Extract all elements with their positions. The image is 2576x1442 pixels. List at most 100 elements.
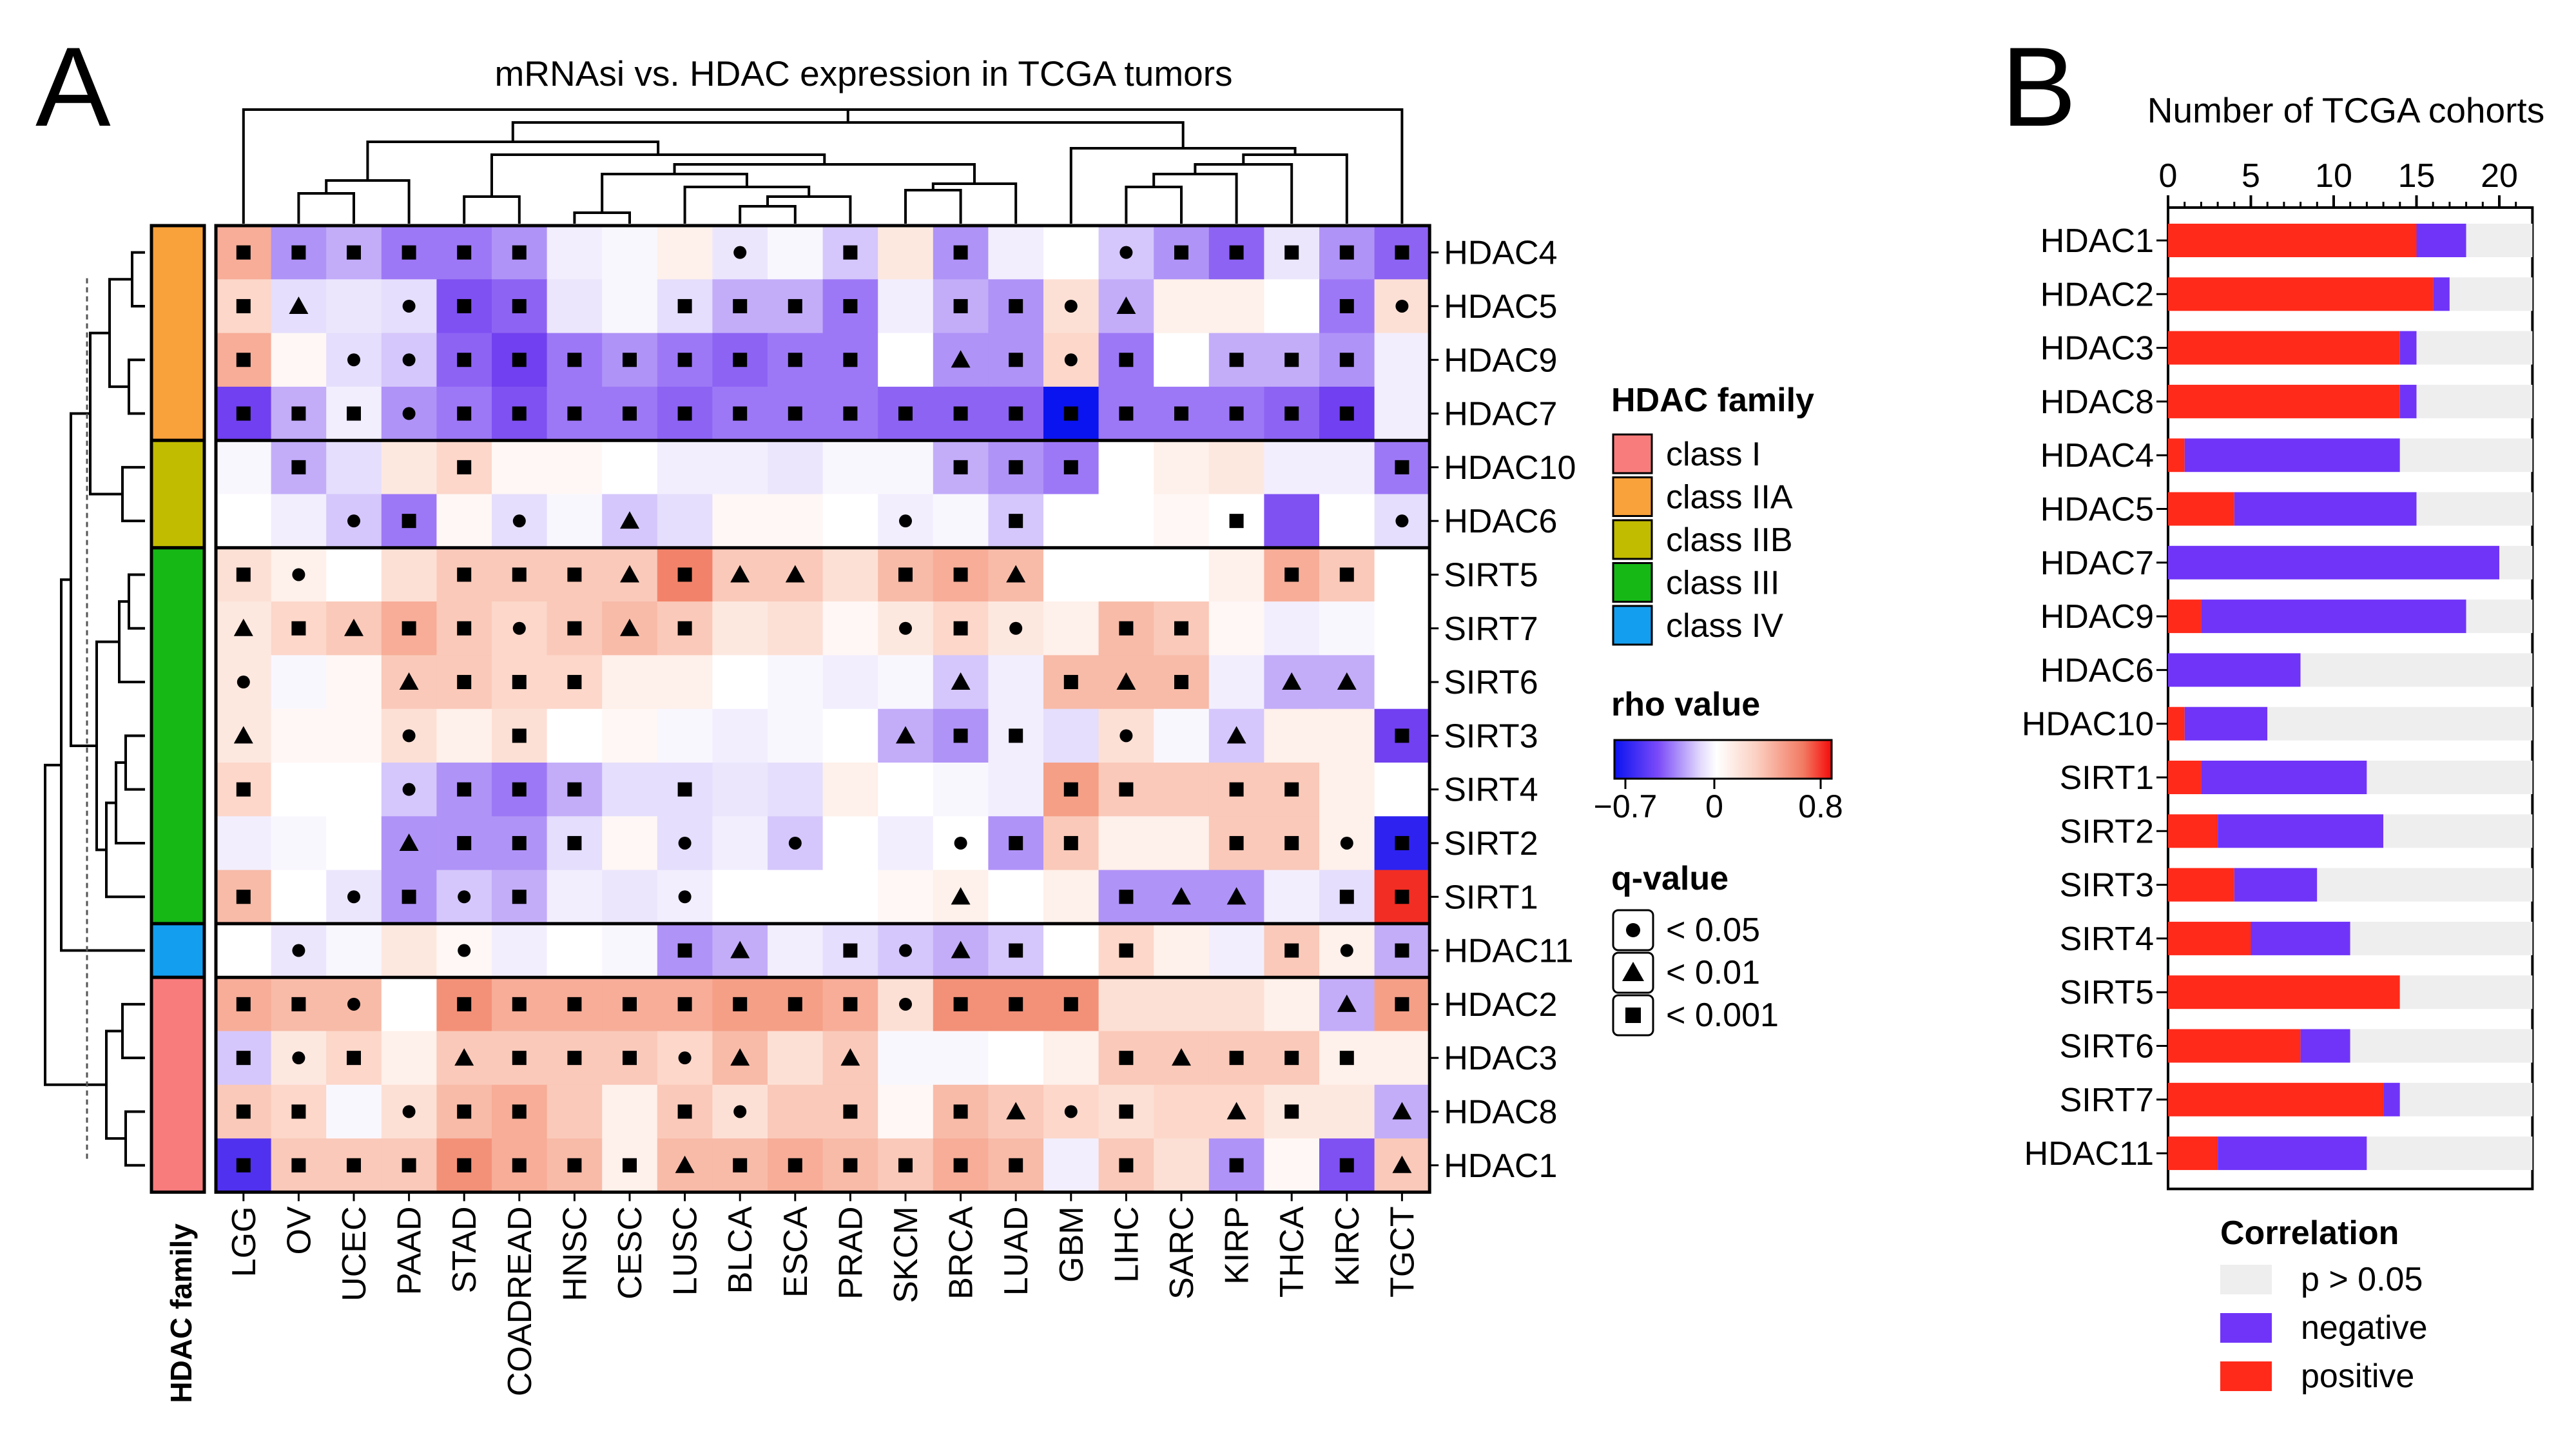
marker-q01 (951, 672, 971, 690)
marker-q01 (1226, 1102, 1246, 1120)
heatmap-cell (712, 655, 768, 710)
marker-q05 (899, 944, 912, 957)
heatmap-cell (1264, 708, 1320, 763)
heatmap-cell (878, 763, 934, 817)
marker-q01 (1226, 726, 1246, 744)
bar-segment (2449, 277, 2533, 311)
heatmap-cell (547, 226, 603, 280)
heatmap-cell (1043, 547, 1099, 602)
row-label: HDAC2 (1444, 986, 1557, 1024)
dendrogram-link (766, 195, 852, 224)
dendrogram-link (573, 211, 631, 224)
heatmap-cell (1154, 494, 1210, 549)
marker-q01 (1337, 672, 1357, 690)
heatmap-cell (547, 440, 603, 495)
marker-q01 (289, 296, 309, 314)
heatmap-cell (602, 1084, 658, 1139)
marker-q001 (1229, 835, 1244, 850)
marker-q001 (788, 406, 802, 421)
marker-q05 (402, 299, 416, 313)
marker-q001 (953, 567, 968, 582)
marker-q001 (953, 460, 968, 474)
marker-q05 (292, 944, 305, 957)
heatmap-cell (1374, 386, 1430, 441)
marker-q001 (1174, 621, 1188, 636)
legend-family-label: class IIB (1666, 521, 1793, 559)
marker-q001 (512, 406, 527, 421)
bar-segment (2168, 384, 2400, 418)
marker-q001 (1009, 943, 1023, 958)
legend-q-label: < 0.05 (1666, 911, 1760, 949)
dendrogram-link (490, 153, 826, 197)
heatmap-cell (271, 655, 327, 710)
heatmap-column-labels: LGG OV UCEC PAAD STAD COADREAD HNSC CESC LUSC BLC… (226, 1192, 1421, 1396)
marker-q001 (1284, 567, 1299, 582)
bar-x-axis: 0 5 10 15 20 (2159, 157, 2534, 1191)
marker-q01 (730, 565, 750, 583)
marker-q001 (512, 1051, 527, 1066)
marker-q001 (1119, 943, 1134, 958)
bar-segment (2168, 331, 2400, 365)
marker-q001 (1284, 943, 1299, 958)
bar-segment (2234, 868, 2318, 902)
column-label: LUAD (998, 1206, 1035, 1296)
bar-segment (2367, 1136, 2533, 1171)
marker-q001 (677, 621, 692, 636)
heatmap-cell (712, 440, 768, 495)
legend-family-swatch (1612, 605, 1653, 646)
marker-q01 (1116, 672, 1136, 690)
marker-q001 (623, 406, 637, 421)
marker-q001 (567, 1051, 582, 1066)
bar-segment (2168, 1029, 2301, 1063)
marker-q05 (1395, 514, 1409, 528)
heatmap-cell (1374, 601, 1430, 656)
bar-category-label: HDAC8 (2040, 384, 2154, 421)
heatmap-cell (712, 870, 768, 924)
bar-segment (2168, 492, 2234, 526)
heatmap-cell (1154, 333, 1210, 387)
heatmap-cell (1098, 977, 1154, 1032)
heatmap-cell (1319, 708, 1375, 763)
bar-segment (2350, 921, 2533, 955)
heatmap-cell (1374, 1031, 1430, 1086)
marker-q001 (733, 406, 748, 421)
marker-q01 (1116, 296, 1136, 314)
bar-segment (2399, 1082, 2533, 1116)
legend-family-label: class IIA (1666, 479, 1793, 516)
marker-q001 (567, 997, 582, 1011)
bar-segment (2399, 331, 2417, 365)
marker-q001 (1395, 460, 1409, 474)
legend-q-label: < 0.001 (1666, 997, 1779, 1034)
marker-q001 (512, 353, 527, 367)
dendrogram-link (105, 801, 145, 899)
row-label: SIRT7 (1444, 610, 1538, 648)
heatmap-cell (1043, 494, 1099, 549)
marker-q05 (678, 1051, 692, 1065)
heatmap-cell (1264, 494, 1320, 549)
column-label: CESC (612, 1206, 649, 1299)
heatmap-cell (768, 1031, 824, 1086)
bar-category-label: HDAC5 (2040, 491, 2154, 529)
heatmap-cell (271, 816, 327, 871)
heatmap-cell (657, 494, 713, 549)
heatmap-cell (492, 440, 548, 495)
marker-q001 (623, 353, 637, 367)
legend-q-circle-icon (1626, 923, 1640, 937)
marker-q001 (733, 298, 748, 313)
row-label: HDAC1 (1444, 1147, 1557, 1185)
x-tick-label: 5 (2242, 157, 2260, 195)
marker-q001 (1229, 1158, 1244, 1173)
marker-q001 (788, 298, 802, 313)
heatmap-cell (1374, 547, 1430, 602)
marker-q001 (402, 621, 416, 636)
marker-q001 (457, 406, 472, 421)
heatmap-cell (988, 1031, 1044, 1086)
marker-q001 (677, 567, 692, 582)
marker-q01 (454, 1048, 474, 1066)
marker-q001 (457, 567, 472, 582)
heatmap-cell (271, 708, 327, 763)
bar-category-labels: HDAC1 HDAC2 HDAC3 HDAC8 HDAC4 HDAC5 HDAC7 HDAC9… (2022, 222, 2168, 1173)
column-label: BRCA (943, 1206, 980, 1300)
column-label: PRAD (832, 1206, 869, 1299)
marker-q05 (402, 729, 416, 743)
